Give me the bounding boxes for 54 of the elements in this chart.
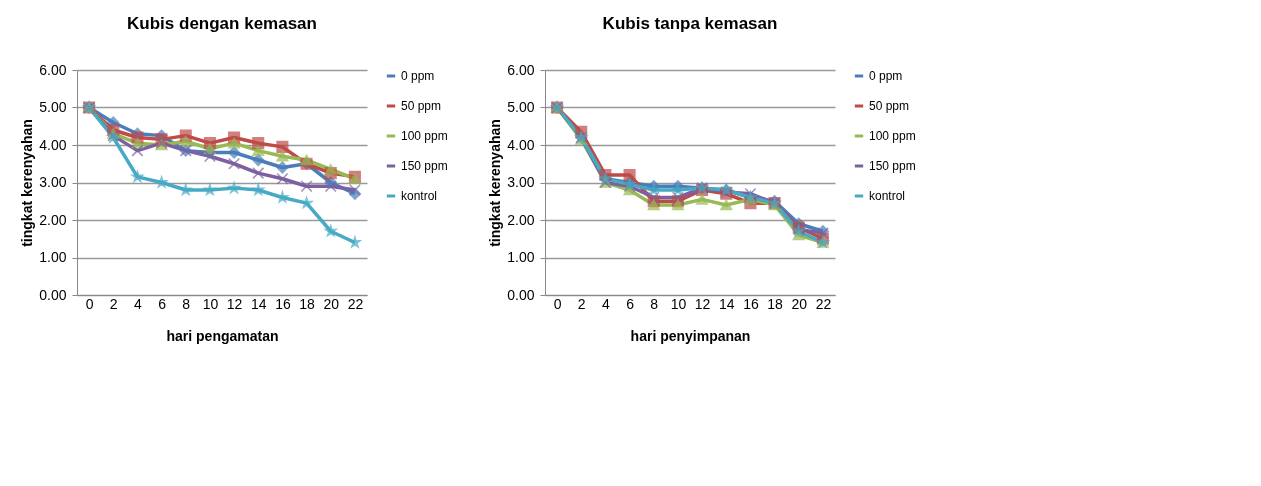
x-tick-label: 2 xyxy=(109,295,118,312)
y-axis-title: tingkat kerenyahan xyxy=(19,119,36,247)
x-tick-label: 22 xyxy=(815,295,832,312)
y-tick-label: 3.00 xyxy=(39,174,67,190)
x-tick-label: 4 xyxy=(602,295,611,312)
x-tick-label: 6 xyxy=(158,295,167,312)
x-tick-label: 6 xyxy=(626,295,635,312)
x-tick-label: 16 xyxy=(275,295,291,312)
y-tick-label: 6.00 xyxy=(507,61,535,78)
x-tick-label: 22 xyxy=(347,295,364,312)
legend-label: kontrol xyxy=(869,189,906,203)
chart-title: Kubis tanpa kemasan xyxy=(602,14,778,33)
legend-label: 150 ppm xyxy=(869,159,916,173)
legend-label: kontrol xyxy=(401,189,438,203)
legend-label: 50 ppm xyxy=(401,99,442,113)
x-tick-label: 0 xyxy=(85,295,94,312)
legend-label: 0 ppm xyxy=(401,69,435,83)
x-tick-label: 16 xyxy=(743,295,759,312)
y-tick-label: 0.00 xyxy=(507,286,535,303)
y-tick-label: 6.00 xyxy=(39,61,67,78)
x-tick-label: 20 xyxy=(791,295,808,312)
chart-title: Kubis dengan kemasan xyxy=(127,14,317,33)
x-tick-label: 8 xyxy=(650,295,659,312)
x-tick-label: 20 xyxy=(323,295,340,312)
y-tick-label: 0.00 xyxy=(39,286,67,303)
legend-label: 0 ppm xyxy=(869,69,903,83)
x-tick-label: 10 xyxy=(670,295,687,312)
y-tick-label: 1.00 xyxy=(39,249,67,265)
x-tick-label: 14 xyxy=(250,295,267,312)
y-tick-label: 2.00 xyxy=(507,211,535,228)
legend-label: 50 ppm xyxy=(869,99,910,113)
x-tick-label: 4 xyxy=(134,295,143,312)
x-tick-label: 18 xyxy=(767,295,784,312)
y-tick-label: 4.00 xyxy=(507,136,535,153)
x-axis-title: hari penyimpanan xyxy=(630,327,751,344)
x-tick-label: 10 xyxy=(202,295,219,312)
y-tick-label: 1.00 xyxy=(507,249,535,265)
legend-label: 100 ppm xyxy=(869,129,916,143)
legend-label: 150 ppm xyxy=(401,159,448,173)
y-tick-label: 5.00 xyxy=(39,99,67,115)
y-tick-label: 2.00 xyxy=(39,211,67,228)
x-tick-label: 0 xyxy=(553,295,562,312)
x-tick-label: 18 xyxy=(299,295,316,312)
x-tick-label: 2 xyxy=(577,295,586,312)
x-axis-title: hari pengamatan xyxy=(166,327,279,344)
x-tick-label: 12 xyxy=(694,295,711,312)
legend-label: 100 ppm xyxy=(401,129,448,143)
y-tick-label: 5.00 xyxy=(507,99,535,115)
y-axis-title: tingkat kerenyahan xyxy=(487,119,504,247)
y-tick-label: 4.00 xyxy=(39,136,67,153)
x-tick-label: 14 xyxy=(718,295,735,312)
x-tick-label: 8 xyxy=(182,295,191,312)
x-tick-label: 12 xyxy=(226,295,243,312)
y-tick-label: 3.00 xyxy=(507,174,535,190)
